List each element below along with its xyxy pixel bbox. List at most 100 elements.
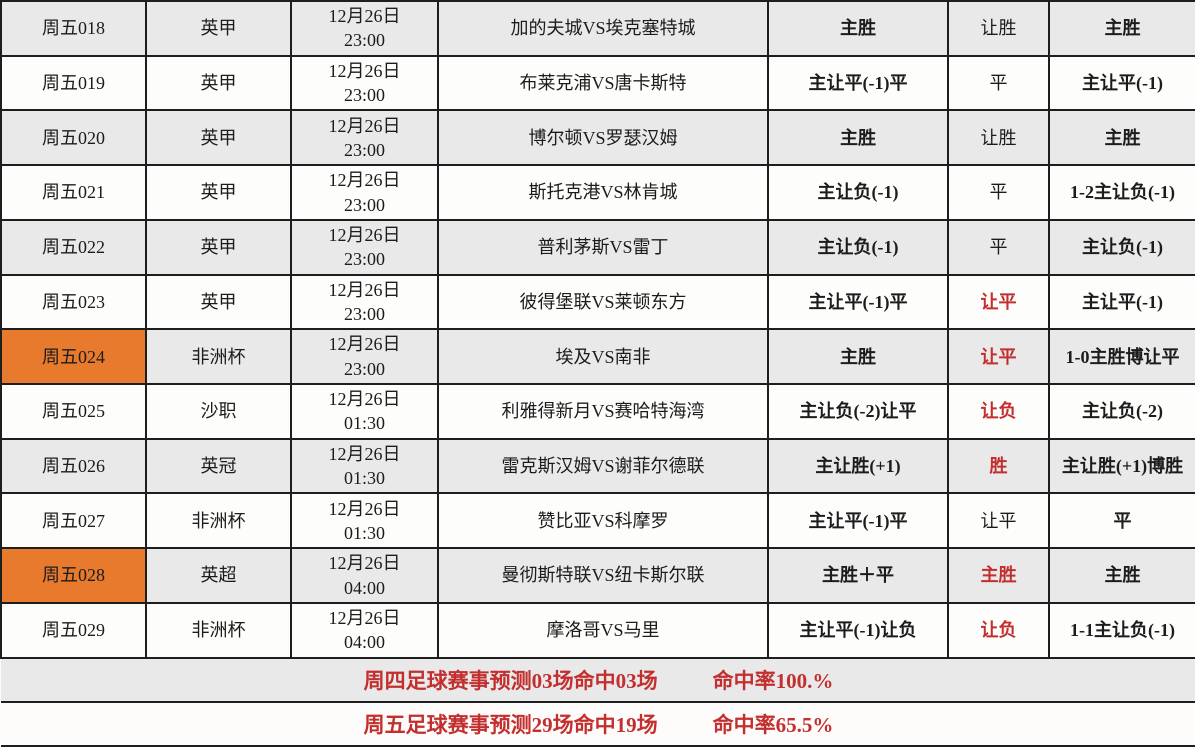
match-id-cell: 周五027: [0, 492, 147, 550]
league-cell: 英甲: [145, 0, 292, 57]
summary-stats: 周四足球赛事预测03场命中03场: [363, 668, 658, 693]
league-cell: 英甲: [145, 273, 292, 331]
table-row: 周五021 英甲 12月26日 23:00 斯托克港VS林肯城 主让负(-1) …: [0, 164, 1195, 221]
match-time: 01:30: [343, 468, 385, 489]
match-teams-cell: 博尔顿VS罗瑟汉姆: [437, 109, 769, 167]
table-row: 周五023 英甲 12月26日 23:00 彼得堡联VS莱顿东方 主让平(-1)…: [0, 273, 1195, 331]
match-date: 12月26日: [328, 443, 401, 464]
match-teams-cell: 赞比亚VS科摩罗: [437, 492, 769, 550]
outcome-cell: 让平: [947, 273, 1050, 331]
prediction-cell: 主让负(-2)让平: [767, 383, 949, 440]
match-teams-cell: 利雅得新月VS赛哈特海湾: [437, 383, 769, 440]
outcome-cell: 平: [947, 218, 1050, 276]
recommendation-cell: 主让平(-1): [1048, 273, 1195, 331]
match-date: 12月26日: [328, 170, 401, 191]
match-time: 23:00: [343, 249, 385, 270]
match-id-cell: 周五024: [0, 328, 147, 386]
prediction-cell: 主让负(-1): [767, 164, 949, 221]
table-row: 周五025 沙职 12月26日 01:30 利雅得新月VS赛哈特海湾 主让负(-…: [0, 383, 1195, 440]
match-id-cell: 周五022: [0, 218, 147, 276]
league-cell: 非洲杯: [145, 492, 292, 550]
match-teams-cell: 彼得堡联VS莱顿东方: [437, 273, 769, 331]
datetime-cell: 12月26日 01:30: [290, 383, 439, 440]
match-teams-cell: 布莱克浦VS唐卡斯特: [437, 54, 769, 112]
match-id-cell: 周五028: [0, 547, 147, 604]
prediction-cell: 主胜: [767, 328, 949, 386]
recommendation-cell: 1-2主让负(-1): [1048, 164, 1195, 221]
summary-hit-rate: 命中率100.%: [712, 668, 834, 693]
datetime-cell: 12月26日 23:00: [290, 328, 439, 386]
recommendation-cell: 主胜: [1048, 109, 1195, 167]
match-date: 12月26日: [328, 115, 401, 136]
prediction-cell: 主让平(-1)平: [767, 492, 949, 550]
recommendation-cell: 主胜: [1048, 547, 1195, 604]
prediction-cell: 主让平(-1)让负: [767, 601, 949, 659]
match-date: 12月26日: [328, 389, 401, 410]
datetime-cell: 12月26日 23:00: [290, 54, 439, 112]
match-id-cell: 周五020: [0, 109, 147, 167]
league-cell: 非洲杯: [145, 601, 292, 659]
datetime-cell: 12月26日 23:00: [290, 164, 439, 221]
datetime-cell: 12月26日 01:30: [290, 492, 439, 550]
league-cell: 沙职: [145, 383, 292, 440]
table-row: 周五019 英甲 12月26日 23:00 布莱克浦VS唐卡斯特 主让平(-1)…: [0, 54, 1195, 112]
recommendation-cell: 主让平(-1): [1048, 54, 1195, 112]
summary-hit-rate: 命中率65.5%: [712, 712, 834, 737]
prediction-cell: 主让平(-1)平: [767, 54, 949, 112]
match-time: 23:00: [343, 85, 385, 106]
match-id-cell: 周五029: [0, 601, 147, 659]
table-row: 周五026 英冠 12月26日 01:30 雷克斯汉姆VS谢菲尔德联 主让胜(+…: [0, 437, 1195, 495]
prediction-cell: 主让负(-1): [767, 218, 949, 276]
summary-row: 周五足球赛事预测29场命中19场 命中率65.5%: [1, 700, 1195, 747]
match-date: 12月26日: [328, 224, 401, 245]
summary-cell: 周四足球赛事预测03场命中03场 命中率100.%: [1, 656, 1195, 703]
prediction-cell: 主让胜(+1): [767, 437, 949, 495]
league-cell: 英冠: [145, 437, 292, 495]
prediction-cell: 主胜＋平: [767, 547, 949, 604]
match-date: 12月26日: [328, 60, 401, 81]
outcome-cell: 让胜: [947, 0, 1050, 57]
match-time: 04:00: [343, 577, 385, 598]
match-teams-cell: 斯托克港VS林肯城: [437, 164, 769, 221]
recommendation-cell: 平: [1048, 492, 1195, 550]
recommendation-cell: 主胜: [1048, 0, 1195, 57]
match-id-cell: 周五019: [0, 54, 147, 112]
datetime-cell: 12月26日 04:00: [290, 547, 439, 604]
recommendation-cell: 主让胜(+1)博胜: [1048, 437, 1195, 495]
datetime-cell: 12月26日 23:00: [290, 218, 439, 276]
summary-row: 周四足球赛事预测03场命中03场 命中率100.%: [1, 656, 1195, 703]
match-teams-cell: 雷克斯汉姆VS谢菲尔德联: [437, 437, 769, 495]
outcome-cell: 平: [947, 164, 1050, 221]
match-date: 12月26日: [328, 553, 401, 574]
match-time: 04:00: [343, 632, 385, 653]
summary-stats: 周五足球赛事预测29场命中19场: [363, 712, 658, 737]
match-teams-cell: 加的夫城VS埃克塞特城: [437, 0, 769, 57]
match-id-cell: 周五026: [0, 437, 147, 495]
recommendation-cell: 主让负(-2): [1048, 383, 1195, 440]
league-cell: 英甲: [145, 109, 292, 167]
table-row: 周五028 英超 12月26日 04:00 曼彻斯特联VS纽卡斯尔联 主胜＋平 …: [0, 547, 1195, 604]
datetime-cell: 12月26日 23:00: [290, 273, 439, 331]
match-time: 01:30: [343, 413, 385, 434]
match-teams-cell: 摩洛哥VS马里: [437, 601, 769, 659]
match-id-cell: 周五018: [0, 0, 147, 57]
match-time: 23:00: [343, 30, 385, 51]
prediction-cell: 主让平(-1)平: [767, 273, 949, 331]
match-date: 12月26日: [328, 607, 401, 628]
table-row: 周五020 英甲 12月26日 23:00 博尔顿VS罗瑟汉姆 主胜 让胜 主胜: [0, 109, 1195, 167]
match-id-cell: 周五021: [0, 164, 147, 221]
prediction-cell: 主胜: [767, 109, 949, 167]
recommendation-cell: 1-0主胜博让平: [1048, 328, 1195, 386]
recommendation-cell: 1-1主让负(-1): [1048, 601, 1195, 659]
datetime-cell: 12月26日 23:00: [290, 109, 439, 167]
league-cell: 非洲杯: [145, 328, 292, 386]
outcome-cell: 让负: [947, 601, 1050, 659]
match-date: 12月26日: [328, 498, 401, 519]
table-row: 周五029 非洲杯 12月26日 04:00 摩洛哥VS马里 主让平(-1)让负…: [0, 601, 1195, 659]
table-row: 周五022 英甲 12月26日 23:00 普利茅斯VS雷丁 主让负(-1) 平…: [0, 218, 1195, 276]
outcome-cell: 平: [947, 54, 1050, 112]
match-teams-cell: 普利茅斯VS雷丁: [437, 218, 769, 276]
datetime-cell: 12月26日 04:00: [290, 601, 439, 659]
